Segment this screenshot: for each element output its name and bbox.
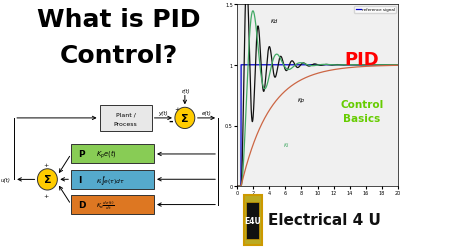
- reference signal: [391, 64, 396, 67]
- Text: -: -: [168, 116, 173, 126]
- Text: +: +: [43, 163, 48, 168]
- Text: $K_i\!\int\!e(\tau)d\tau$: $K_i\!\int\!e(\tau)d\tau$: [96, 173, 125, 186]
- Text: +: +: [174, 106, 180, 112]
- Text: $K_pe(t)$: $K_pe(t)$: [96, 148, 117, 161]
- reference signal: [361, 64, 367, 67]
- Text: Electrical 4 U: Electrical 4 U: [268, 212, 381, 227]
- Text: y(t): y(t): [158, 110, 168, 115]
- Line: reference signal: reference signal: [237, 66, 398, 186]
- Text: r(t): r(t): [182, 88, 191, 93]
- Text: I: I: [78, 175, 82, 184]
- Text: Σ: Σ: [44, 175, 51, 185]
- Text: u(t): u(t): [1, 177, 10, 182]
- reference signal: [243, 64, 248, 67]
- Text: $K_d\frac{de(t)}{dt}$: $K_d\frac{de(t)}{dt}$: [96, 199, 115, 211]
- Text: Control?: Control?: [59, 44, 178, 67]
- Text: PID: PID: [345, 50, 379, 69]
- FancyBboxPatch shape: [246, 202, 259, 239]
- FancyBboxPatch shape: [71, 170, 154, 189]
- Text: Process: Process: [114, 121, 137, 127]
- reference signal: [395, 64, 401, 67]
- Text: D: D: [78, 200, 86, 209]
- Text: Plant /: Plant /: [116, 112, 136, 117]
- Text: e(t): e(t): [201, 110, 211, 115]
- FancyBboxPatch shape: [100, 106, 152, 131]
- reference signal: [234, 185, 240, 188]
- Text: Σ: Σ: [181, 113, 189, 123]
- reference signal: [312, 64, 318, 67]
- Text: Control
Basics: Control Basics: [340, 100, 383, 123]
- Text: What is PID: What is PID: [37, 8, 200, 32]
- Text: P: P: [78, 150, 85, 159]
- Circle shape: [37, 169, 57, 190]
- reference signal: [308, 64, 314, 67]
- FancyBboxPatch shape: [71, 195, 154, 214]
- Circle shape: [175, 108, 195, 129]
- Text: Ki: Ki: [284, 143, 289, 148]
- Text: +: +: [43, 193, 48, 198]
- reference signal: [238, 64, 244, 67]
- Text: +: +: [43, 179, 48, 184]
- Legend: reference signal: reference signal: [355, 7, 396, 14]
- reference signal: [391, 64, 396, 67]
- FancyBboxPatch shape: [244, 196, 262, 245]
- Text: E4U: E4U: [244, 216, 261, 225]
- FancyBboxPatch shape: [71, 145, 154, 164]
- Text: Kd: Kd: [271, 19, 278, 24]
- Text: Kp: Kp: [298, 98, 305, 103]
